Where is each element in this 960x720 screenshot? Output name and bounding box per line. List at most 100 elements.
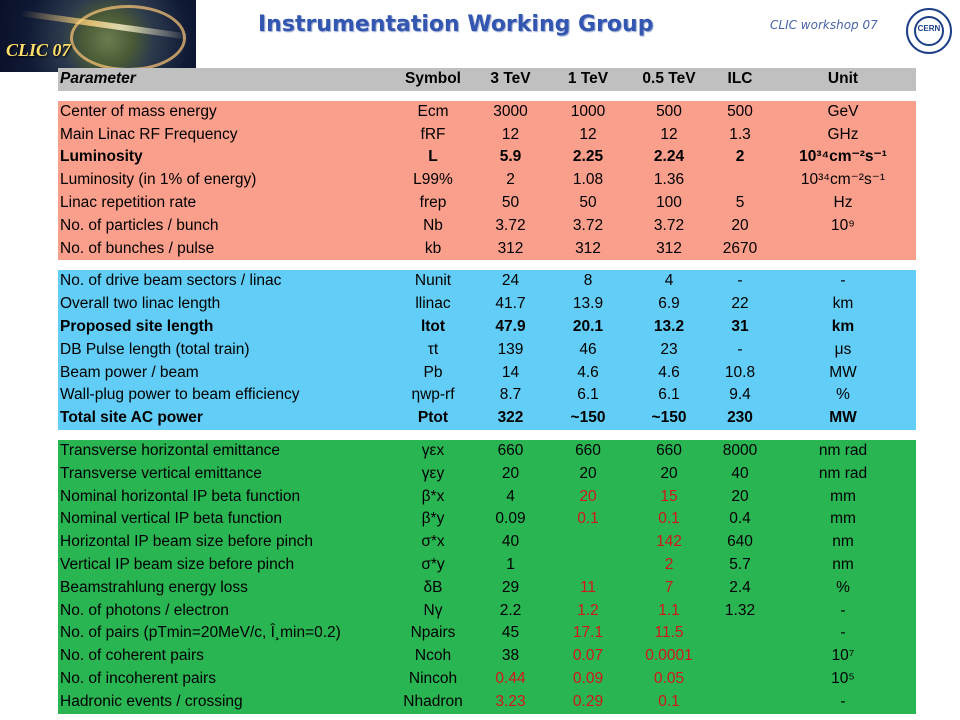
parameter-name: No. of incoherent pairs [58,667,393,691]
value-05tev: 13.2 [628,315,710,339]
ring-graphic [70,5,186,71]
value-ilc [710,690,770,714]
value-1tev: 50 [548,191,628,215]
value-05tev: 500 [628,100,710,124]
symbol: σ*y [393,553,473,577]
unit: nm rad [770,439,916,463]
parameter-name: No. of coherent pairs [58,645,393,668]
value-1tev: 8 [548,270,628,294]
value-05tev: 7 [628,576,710,600]
value-ilc: 31 [710,315,770,339]
parameter-name: Beam power / beam [58,361,393,385]
value-05tev: 660 [628,439,710,463]
value-ilc [710,622,770,646]
value-ilc: 5 [710,191,770,215]
symbol: δB [393,576,473,600]
value-05tev: 0.1 [628,508,710,532]
parameter-name: Proposed site length [58,315,393,339]
symbol: ltot [393,315,473,339]
symbol: frep [393,191,473,215]
parameters-table: Parameter Symbol 3 TeV 1 TeV 0.5 TeV ILC… [58,68,916,714]
value-ilc: 1.32 [710,599,770,623]
value-3tev: 312 [473,237,548,261]
unit: GeV [770,100,916,124]
value-3tev: 12 [473,123,548,147]
value-1tev: ~150 [548,407,628,430]
symbol: σ*x [393,531,473,554]
parameter-name: No. of particles / bunch [58,214,393,238]
unit: % [770,576,916,600]
value-ilc: 20 [710,485,770,509]
unit: 10⁹ [770,214,916,238]
workshop-label: CLIC workshop 07 [770,18,878,32]
value-ilc: 2 [710,146,770,170]
value-1tev: 6.1 [548,384,628,408]
unit: GHz [770,123,916,147]
value-3tev: 139 [473,338,548,362]
symbol: Nincoh [393,667,473,691]
table-row: Overall two linac length llinac 41.7 13.9 6.… [58,293,916,316]
value-3tev: 2 [473,169,548,192]
parameter-name: Transverse horizontal emittance [58,439,393,463]
table-row: Transverse horizontal emittance γεx 660 660… [58,439,916,463]
value-1tev [548,553,628,577]
value-ilc: 1.3 [710,123,770,147]
parameter-name: Transverse vertical emittance [58,462,393,486]
value-ilc: 9.4 [710,384,770,408]
value-3tev: 2.2 [473,599,548,623]
unit: - [770,622,916,646]
parameter-name: Luminosity [58,146,393,170]
parameter-name: Main Linac RF Frequency [58,123,393,147]
value-1tev: 11 [548,576,628,600]
parameter-name: No. of drive beam sectors / linac [58,270,393,294]
unit: km [770,315,916,339]
cern-logo: CERN [906,8,952,54]
value-3tev: 20 [473,462,548,486]
section-gap [58,90,916,101]
value-ilc [710,169,770,192]
value-05tev: 1.1 [628,599,710,623]
value-ilc: 20 [710,214,770,238]
unit: mm [770,485,916,509]
column-header-parameter: Parameter [58,68,393,91]
symbol: llinac [393,293,473,316]
value-1tev: 0.07 [548,645,628,668]
value-ilc: 230 [710,407,770,430]
value-3tev: 0.44 [473,667,548,691]
unit: - [770,270,916,294]
value-ilc: 0.4 [710,508,770,532]
table-row: Beam power / beam Pb 14 4.6 4.6 10.8 MW [58,361,916,385]
symbol: Ecm [393,100,473,124]
value-05tev: 3.72 [628,214,710,238]
value-05tev: 12 [628,123,710,147]
value-ilc: 2670 [710,237,770,261]
value-ilc: 5.7 [710,553,770,577]
unit: μs [770,338,916,362]
parameter-name: Hadronic events / crossing [58,690,393,714]
cern-logo-text: CERN [917,24,941,33]
value-ilc: 40 [710,462,770,486]
value-1tev: 1000 [548,100,628,124]
symbol: fRF [393,123,473,147]
value-3tev: 1 [473,553,548,577]
value-3tev: 24 [473,270,548,294]
column-header-3tev: 3 TeV [473,68,548,91]
section-gap-cell [58,429,916,440]
table-row: Nominal horizontal IP beta function β*x 4 2… [58,485,916,509]
parameter-name: No. of bunches / pulse [58,237,393,261]
unit: 10⁷ [770,645,916,668]
value-05tev: 20 [628,462,710,486]
value-ilc: 500 [710,100,770,124]
table-row: No. of bunches / pulse kb 312 312 312 2670 [58,237,916,261]
table-row: No. of coherent pairs Ncoh 38 0.07 0.0001 10⁷ [58,645,916,668]
symbol: Nhadron [393,690,473,714]
value-1tev: 0.29 [548,690,628,714]
parameter-name: Nominal horizontal IP beta function [58,485,393,509]
unit: MW [770,407,916,430]
column-header-1tev: 1 TeV [548,68,628,91]
parameter-name: Wall-plug power to beam efficiency [58,384,393,408]
table-row: No. of particles / bunch Nb 3.72 3.72 3.72 20… [58,214,916,238]
symbol: L [393,146,473,170]
table-row: Luminosity L 5.9 2.25 2.24 2 10³⁴cm⁻²s⁻¹ [58,146,916,170]
value-05tev: 1.36 [628,169,710,192]
